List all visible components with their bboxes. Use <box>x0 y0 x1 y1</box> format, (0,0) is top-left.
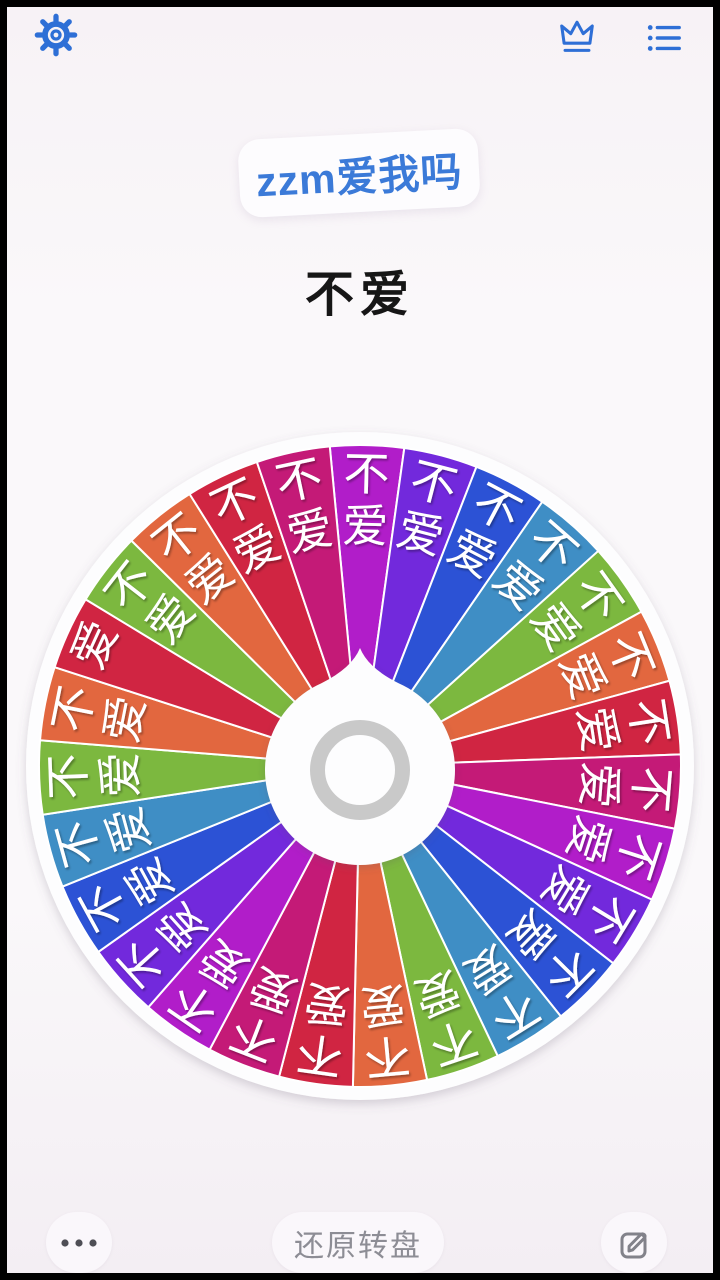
svg-text:不: 不 <box>623 764 679 814</box>
svg-text:爱: 爱 <box>282 501 338 561</box>
svg-text:不: 不 <box>619 695 677 748</box>
wheel-list-button[interactable] <box>645 20 683 56</box>
edit-pencil-icon <box>620 1231 647 1258</box>
wheel-segment-label: 不爱 <box>357 977 413 1085</box>
gear-icon <box>34 13 78 57</box>
wheel-segment-label: 不爱 <box>392 452 463 564</box>
fortune-wheel[interactable]: 不爱不爱不爱不爱不爱不爱不爱不爱不爱不爱不爱不爱不爱不爱不爱不爱不爱不爱不爱不爱… <box>7 406 713 1126</box>
svg-text:爱: 爱 <box>568 703 626 756</box>
three-dots-icon <box>61 1238 97 1247</box>
wheel-title: zzm爱我吗 <box>254 148 464 206</box>
svg-text:爱: 爱 <box>342 500 389 553</box>
svg-text:爱: 爱 <box>301 975 354 1033</box>
reset-wheel-button[interactable]: 还原转盘 <box>272 1212 444 1273</box>
wheel-segment-label: 不爱 <box>293 975 353 1084</box>
wheel-hub-ring <box>310 720 410 820</box>
svg-text:不: 不 <box>293 1026 346 1084</box>
svg-text:不: 不 <box>362 1029 413 1085</box>
settings-button[interactable] <box>33 12 79 58</box>
crown-icon <box>560 20 594 52</box>
svg-text:爱: 爱 <box>357 977 408 1033</box>
svg-text:爱: 爱 <box>93 751 147 799</box>
wheel-hub-pointer <box>265 648 455 866</box>
wheel-segment-label: 不爱 <box>41 751 147 801</box>
more-options-button[interactable] <box>46 1212 112 1273</box>
svg-text:爱: 爱 <box>571 760 627 810</box>
svg-text:不: 不 <box>44 681 104 736</box>
svg-text:不: 不 <box>271 450 327 510</box>
spin-result-text: 不爱 <box>304 268 415 322</box>
premium-button[interactable] <box>556 16 598 58</box>
wheel-segment-label: 不爱 <box>568 695 678 756</box>
svg-text:爱: 爱 <box>95 691 155 746</box>
svg-text:不: 不 <box>343 448 390 501</box>
bulleted-list-icon <box>647 25 681 51</box>
wheel-title-bubble: zzm爱我吗 <box>237 127 481 219</box>
edit-wheel-button[interactable] <box>601 1212 667 1273</box>
wheel-segment-label: 不爱 <box>44 681 155 746</box>
app-screen: zzm爱我吗 不爱 不爱不爱不爱不爱不爱不爱不爱不爱不爱不爱不爱不爱不爱不爱不爱… <box>7 7 713 1273</box>
wheel-segment-label: 不爱 <box>571 760 678 814</box>
wheel-segment-label: 不爱 <box>342 448 390 553</box>
wheel-segment-label: 不爱 <box>271 450 338 561</box>
svg-text:不: 不 <box>41 753 95 801</box>
